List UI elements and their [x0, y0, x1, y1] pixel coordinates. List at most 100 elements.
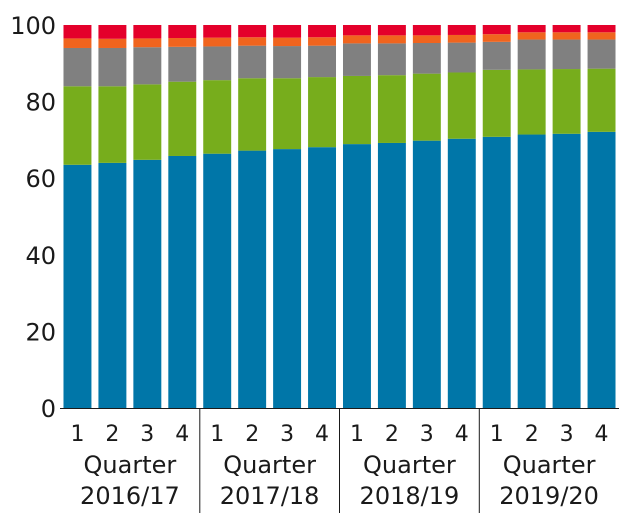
bar-segment-series-1-col-10 — [377, 142, 406, 408]
bar-segment-series-1-col-12 — [447, 138, 476, 408]
bar-segment-series-4-col-14 — [517, 32, 546, 40]
group-label-line2: 2019/20 — [499, 482, 599, 510]
bar-segment-series-5-col-15 — [552, 25, 581, 33]
bar-segment-series-2-col-9 — [342, 75, 371, 145]
bar-segment-series-2-col-11 — [412, 73, 441, 141]
bar-segment-series-4-col-15 — [552, 32, 581, 40]
bar-segment-series-1-col-15 — [552, 133, 581, 408]
bar-segment-series-3-col-3 — [133, 47, 162, 85]
bar-segment-series-1-col-1 — [63, 164, 92, 408]
bar-segment-series-4-col-8 — [308, 37, 337, 46]
x-tick-label: 3 — [420, 422, 434, 447]
bar-segment-series-1-col-5 — [203, 153, 232, 408]
bar-segment-series-4-col-5 — [203, 37, 232, 47]
y-tick-label-40: 40 — [25, 242, 56, 270]
bar-segment-series-3-col-5 — [203, 46, 232, 81]
bar-segment-series-5-col-1 — [63, 25, 92, 39]
x-tick-label: 4 — [315, 422, 329, 447]
x-tick-label: 2 — [105, 422, 119, 447]
group-label-line1: Quarter — [503, 451, 596, 479]
x-tick-label: 4 — [175, 422, 189, 447]
x-tick-label: 1 — [350, 422, 364, 447]
group-label-line1: Quarter — [84, 451, 177, 479]
y-tick-label-60: 60 — [25, 165, 56, 193]
y-tick-label-0: 0 — [41, 395, 56, 423]
bar-segment-series-2-col-6 — [238, 78, 267, 151]
bar-segment-series-1-col-13 — [482, 136, 511, 408]
bar-segment-series-1-col-7 — [273, 149, 302, 408]
bar-segment-series-4-col-3 — [133, 38, 162, 48]
bar-segment-series-4-col-16 — [587, 32, 616, 40]
bar-segment-series-2-col-3 — [133, 84, 162, 160]
bar-segment-series-1-col-11 — [412, 140, 441, 409]
x-tick-label: 2 — [525, 422, 539, 447]
bar-segment-series-5-col-12 — [447, 25, 476, 35]
bar-segment-series-5-col-8 — [308, 25, 337, 38]
bar-segment-series-2-col-5 — [203, 80, 232, 154]
bar-segment-series-3-col-15 — [552, 39, 581, 70]
bar-segment-series-5-col-7 — [273, 25, 302, 38]
bar-segment-series-3-col-6 — [238, 45, 267, 79]
bar-segment-series-3-col-16 — [587, 39, 616, 69]
bar-segment-series-4-col-12 — [447, 34, 476, 43]
y-tick-label-100: 100 — [10, 12, 56, 40]
bar-segment-series-5-col-13 — [482, 25, 511, 35]
bar-segment-series-4-col-6 — [238, 37, 267, 46]
bar-segment-series-3-col-8 — [308, 45, 337, 78]
group-label-line2: 2018/19 — [360, 482, 460, 510]
bar-segment-series-4-col-7 — [273, 37, 302, 47]
x-tick-label: 1 — [490, 422, 504, 447]
bar-segment-series-5-col-9 — [342, 25, 371, 36]
y-axis-ticks: 0 20 40 60 80 100 — [10, 12, 56, 423]
group-dividers — [199, 408, 480, 513]
x-tick-label: 4 — [595, 422, 609, 447]
bar-segment-series-3-col-1 — [63, 47, 92, 87]
y-tick-label-20: 20 — [25, 318, 56, 346]
bar-segment-series-4-col-2 — [98, 38, 127, 48]
bar-segment-series-4-col-13 — [482, 34, 511, 42]
x-tick-label: 2 — [245, 422, 259, 447]
group-label-line1: Quarter — [363, 451, 456, 479]
bar-segment-series-1-col-2 — [98, 162, 127, 408]
bar-segment-series-5-col-4 — [168, 25, 197, 39]
bar-segment-series-2-col-10 — [377, 75, 406, 143]
bar-segment-series-5-col-14 — [517, 25, 546, 33]
bar-segment-series-1-col-3 — [133, 159, 162, 408]
bar-segment-series-3-col-2 — [98, 47, 127, 87]
group-label-line2: 2017/18 — [220, 482, 320, 510]
bar-segment-series-3-col-11 — [412, 43, 441, 74]
bar-segment-series-1-col-6 — [238, 150, 267, 408]
bar-segment-series-1-col-9 — [342, 144, 371, 409]
x-tick-label: 2 — [385, 422, 399, 447]
bar-segment-series-2-col-15 — [552, 69, 581, 134]
x-tick-label: 4 — [455, 422, 469, 447]
bar-segment-series-2-col-12 — [447, 72, 476, 139]
bar-segment-series-3-col-4 — [168, 46, 197, 82]
bar-segment-series-3-col-13 — [482, 41, 511, 70]
x-tick-label: 3 — [280, 422, 294, 447]
group-label-line2: 2016/17 — [80, 482, 180, 510]
bar-segment-series-2-col-14 — [517, 69, 546, 135]
bar-segment-series-4-col-1 — [63, 38, 92, 48]
group-labels: Quarter 2016/17 Quarter 2017/18 Quarter 2018/… — [80, 451, 599, 510]
x-tick-label: 3 — [560, 422, 574, 447]
bar-segment-series-2-col-7 — [273, 78, 302, 150]
bar-segment-series-5-col-3 — [133, 25, 162, 39]
bar-segment-series-3-col-14 — [517, 39, 546, 70]
bar-segment-series-5-col-5 — [203, 25, 232, 38]
bar-segment-series-5-col-10 — [377, 25, 406, 36]
bar-segment-series-5-col-11 — [412, 25, 441, 36]
x-tick-label: 3 — [140, 422, 154, 447]
bar-segment-series-4-col-10 — [377, 35, 406, 44]
bar-segment-series-1-col-8 — [308, 147, 337, 408]
bar-segment-series-2-col-4 — [168, 81, 197, 156]
bar-segment-series-3-col-9 — [342, 43, 371, 76]
bar-segment-series-5-col-2 — [98, 25, 127, 39]
bar-segment-series-4-col-4 — [168, 38, 197, 47]
bar-segment-series-2-col-8 — [308, 77, 337, 148]
bar-segment-series-5-col-6 — [238, 25, 267, 38]
bar-segment-series-1-col-4 — [168, 155, 197, 408]
x-tick-label: 1 — [71, 422, 85, 447]
